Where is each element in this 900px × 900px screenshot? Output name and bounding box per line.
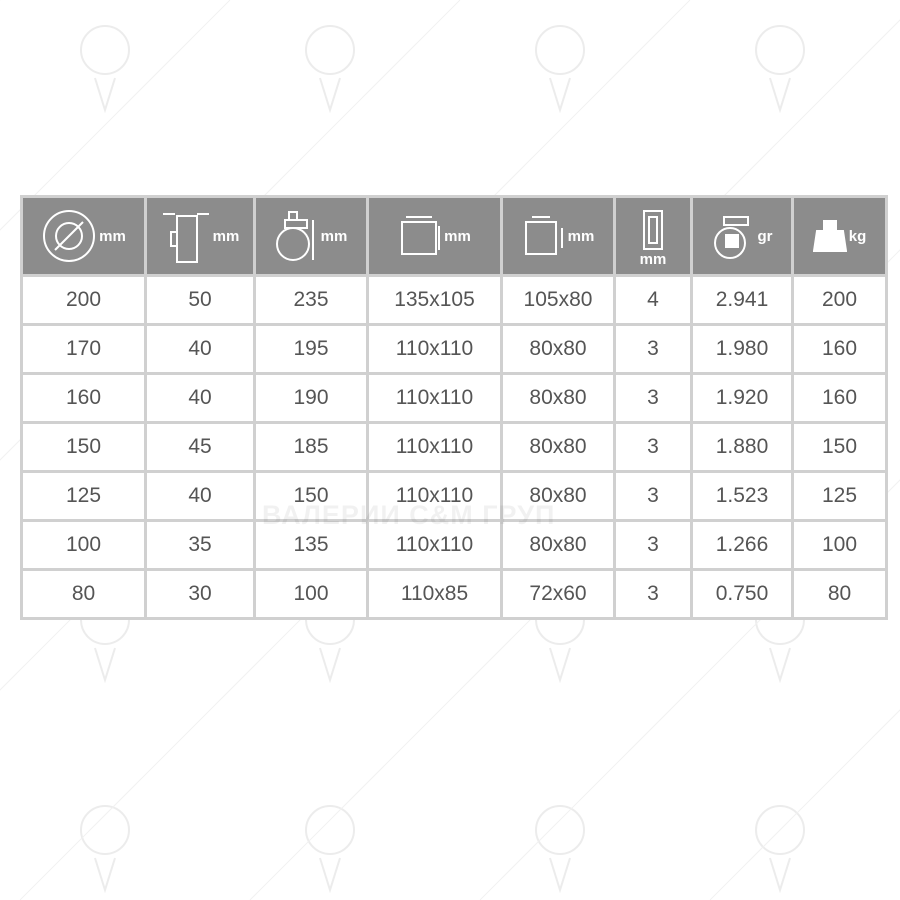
header-weight: gr	[693, 198, 791, 274]
table-cell: 45	[147, 424, 253, 470]
table-row: 80 30 100 110x85 72x60 3 0.750 80	[23, 571, 885, 617]
table-cell: 190	[256, 375, 366, 421]
table-cell: 185	[256, 424, 366, 470]
wheel-diameter-icon	[43, 210, 96, 262]
table-cell: 160	[23, 375, 144, 421]
table-cell: 135	[256, 522, 366, 568]
table-cell: 80x80	[503, 326, 613, 372]
bolt-hole-spacing-icon	[524, 216, 563, 255]
table-cell: 200	[23, 277, 144, 323]
header-plate-size: mm	[369, 198, 500, 274]
watermark-logo	[305, 25, 355, 114]
table-cell: 1.523	[693, 473, 791, 519]
table-cell: 110x110	[369, 326, 500, 372]
total-height-icon	[275, 211, 314, 261]
plate-thickness-icon	[643, 209, 663, 250]
table-cell: 80x80	[503, 522, 613, 568]
unit-label: kg	[848, 227, 867, 245]
table-cell: 150	[794, 424, 885, 470]
watermark-logo	[755, 25, 805, 114]
table-cell: 100	[23, 522, 144, 568]
unit-label: mm	[567, 227, 595, 245]
table-cell: 100	[256, 571, 366, 617]
table-cell: 100	[794, 522, 885, 568]
unit-label: mm	[320, 227, 348, 245]
caster-spec-table: mm mm mm mm mm mm gr kg	[20, 195, 888, 620]
table-cell: 1.266	[693, 522, 791, 568]
watermark-logo	[535, 805, 585, 894]
watermark-logo	[80, 25, 130, 114]
unit-label: mm	[639, 250, 667, 268]
table-cell: 170	[23, 326, 144, 372]
unit-label: gr	[757, 227, 773, 245]
table-cell: 4	[616, 277, 690, 323]
caster-weight-icon	[713, 216, 749, 259]
watermark-logo	[305, 805, 355, 894]
table-cell: 200	[794, 277, 885, 323]
table-cell: 3	[616, 375, 690, 421]
table-cell: 235	[256, 277, 366, 323]
table-cell: 3	[616, 522, 690, 568]
header-width: mm	[147, 198, 253, 274]
table-cell: 125	[794, 473, 885, 519]
table-cell: 80	[23, 571, 144, 617]
table-cell: 3	[616, 326, 690, 372]
table-cell: 110x110	[369, 473, 500, 519]
table-cell: 105x80	[503, 277, 613, 323]
table-cell: 195	[256, 326, 366, 372]
table-cell: 125	[23, 473, 144, 519]
watermark-logo	[755, 805, 805, 894]
table-cell: 30	[147, 571, 253, 617]
table-cell: 150	[23, 424, 144, 470]
table-cell: 3	[616, 424, 690, 470]
table-cell: 135x105	[369, 277, 500, 323]
table-row: 125 40 150 110x110 80x80 3 1.523 125	[23, 473, 885, 519]
header-row: mm mm mm mm mm mm gr kg	[23, 198, 885, 274]
table-cell: 80x80	[503, 375, 613, 421]
table-row: 150 45 185 110x110 80x80 3 1.880 150	[23, 424, 885, 470]
wheel-width-icon	[162, 213, 209, 263]
table-cell: 160	[794, 326, 885, 372]
table-cell: 110x110	[369, 522, 500, 568]
table-cell: 50	[147, 277, 253, 323]
watermark-logo	[80, 805, 130, 894]
table-row: 160 40 190 110x110 80x80 3 1.920 160	[23, 375, 885, 421]
table-cell: 2.941	[693, 277, 791, 323]
header-height: mm	[256, 198, 366, 274]
table-cell: 150	[256, 473, 366, 519]
table-cell: 1.920	[693, 375, 791, 421]
table-cell: 3	[616, 473, 690, 519]
header-bolt-spacing: mm	[503, 198, 613, 274]
table-cell: 1.880	[693, 424, 791, 470]
table-row: 200 50 235 135x105 105x80 4 2.941 200	[23, 277, 885, 323]
table-cell: 40	[147, 473, 253, 519]
unit-label: mm	[212, 227, 240, 245]
header-thickness: mm	[616, 198, 690, 274]
header-load: kg	[794, 198, 885, 274]
table-cell: 80x80	[503, 424, 613, 470]
table-cell: 0.750	[693, 571, 791, 617]
table-cell: 80x80	[503, 473, 613, 519]
load-capacity-weight-icon	[812, 220, 847, 252]
unit-label: mm	[99, 227, 126, 245]
table-cell: 110x85	[369, 571, 500, 617]
table-cell: 1.980	[693, 326, 791, 372]
table-cell: 3	[616, 571, 690, 617]
header-diameter: mm	[23, 198, 144, 274]
table-row: 170 40 195 110x110 80x80 3 1.980 160	[23, 326, 885, 372]
table-cell: 80	[794, 571, 885, 617]
table-cell: 160	[794, 375, 885, 421]
table-cell: 110x110	[369, 424, 500, 470]
table-cell: 72x60	[503, 571, 613, 617]
watermark-logo	[535, 25, 585, 114]
table-cell: 40	[147, 326, 253, 372]
table-cell: 35	[147, 522, 253, 568]
table-cell: 40	[147, 375, 253, 421]
plate-size-icon	[401, 216, 441, 255]
unit-label: mm	[444, 227, 471, 245]
table-row: 100 35 135 110x110 80x80 3 1.266 100	[23, 522, 885, 568]
table-cell: 110x110	[369, 375, 500, 421]
